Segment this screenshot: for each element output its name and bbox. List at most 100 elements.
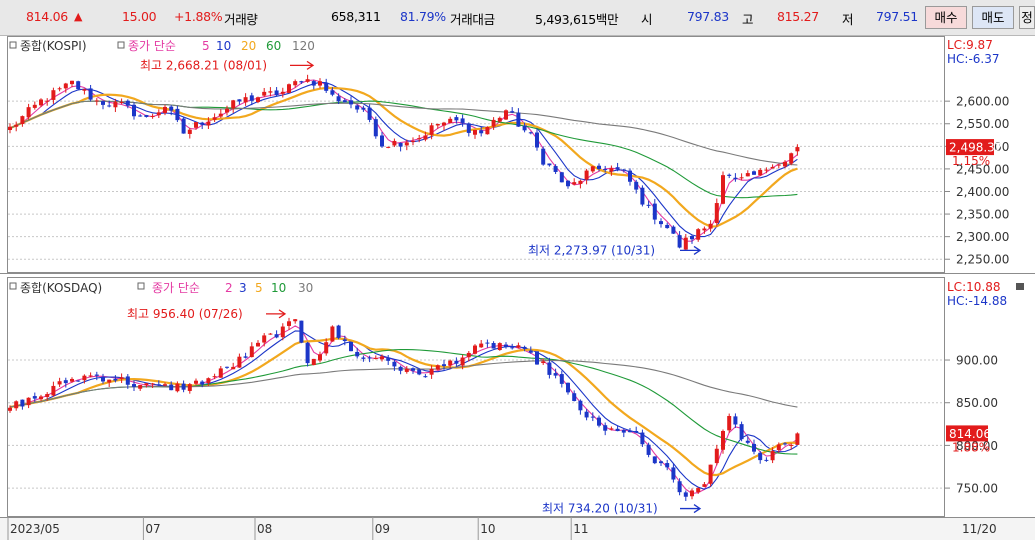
kosdaq-candle xyxy=(708,464,713,484)
kospi-candle xyxy=(690,236,694,240)
kospi-candle xyxy=(473,129,477,135)
kospi-y-ticks: 2,600.002,550.002,500.002,450.002,400.00… xyxy=(944,95,1009,267)
kosdaq-candle xyxy=(119,377,124,379)
kospi-candle xyxy=(733,177,738,180)
quote-toolbar: 814.06 ▲ 15.00 +1.88% 거래량 658,311 81.79%… xyxy=(0,0,1035,36)
kosdaq-candle xyxy=(156,384,161,386)
kospi-candle xyxy=(510,111,515,113)
kosdaq-candle xyxy=(88,375,93,377)
kospi-lc: LC:9.87 xyxy=(947,38,993,52)
kospi-candle xyxy=(541,148,546,165)
kosdaq-candle xyxy=(429,368,434,375)
up-arrow-icon: ▲ xyxy=(74,10,83,23)
kosdaq-candle xyxy=(404,368,409,372)
kospi-candle xyxy=(714,203,719,223)
kosdaq-candle xyxy=(311,358,316,366)
kospi-candle xyxy=(237,99,242,102)
kospi-candle xyxy=(504,110,508,120)
kospi-candle xyxy=(454,117,459,121)
kosdaq-candle xyxy=(181,383,186,390)
kosdaq-candle xyxy=(752,443,756,452)
kospi-candle xyxy=(590,166,595,172)
kospi-candle xyxy=(342,100,347,103)
kospi-last-pct: 1.15% xyxy=(952,154,990,168)
kospi-candle xyxy=(417,138,422,140)
open-label: 시 xyxy=(641,12,653,27)
kospi-candle xyxy=(764,169,769,171)
kospi-candle xyxy=(516,112,521,127)
kosdaq-hc: HC:-14.88 xyxy=(947,294,1007,308)
kosdaq-candle xyxy=(324,342,329,354)
kosdaq-candle xyxy=(652,456,657,464)
kosdaq-candle xyxy=(144,383,149,386)
kospi-ma-line-120 xyxy=(9,100,798,166)
kosdaq-candle xyxy=(423,376,428,378)
kospi-candle xyxy=(26,107,31,118)
kospi-candle xyxy=(88,88,93,100)
kosdaq-candle xyxy=(442,364,446,367)
kosdaq-candle xyxy=(628,430,632,433)
kosdaq-candle xyxy=(528,350,533,353)
kosdaq-y-tick-label: 850.00 xyxy=(956,396,998,410)
kospi-candle xyxy=(361,107,366,110)
kospi-candles xyxy=(8,74,800,251)
kosdaq-candle xyxy=(683,492,688,497)
kospi-candle xyxy=(225,108,229,113)
kospi-candle xyxy=(721,175,725,204)
kosdaq-candle xyxy=(590,416,595,418)
kosdaq-candle xyxy=(646,444,651,455)
kosdaq-candle xyxy=(349,341,353,352)
kosdaq-menu-icon[interactable] xyxy=(1016,283,1024,290)
kosdaq-candle xyxy=(150,383,155,385)
kospi-candle xyxy=(119,102,124,104)
kospi-candle xyxy=(299,81,304,83)
kosdaq-candle xyxy=(572,393,577,402)
kospi-candle xyxy=(249,95,254,101)
kospi-candle xyxy=(144,115,149,117)
kospi-y-tick-label: 2,300.00 xyxy=(956,230,1009,244)
kosdaq-candle xyxy=(566,382,570,393)
kospi-y-tick-label: 2,550.00 xyxy=(956,117,1009,131)
kosdaq-candle xyxy=(671,467,676,480)
kospi-candle xyxy=(14,124,19,127)
kospi-candle xyxy=(398,142,403,147)
kospi-candle xyxy=(485,127,490,135)
kospi-candle xyxy=(634,181,639,190)
sell-button[interactable]: 매도 xyxy=(972,6,1014,29)
kosdaq-candle xyxy=(8,407,12,411)
kospi-candle xyxy=(262,91,267,96)
kosdaq-low-annotation: 최저 734.20 (10/31) xyxy=(542,502,658,516)
kosdaq-candle xyxy=(51,385,56,396)
kospi-y-tick-label: 2,400.00 xyxy=(956,185,1009,199)
kosdaq-candle xyxy=(553,373,558,376)
x-axis-date-right: 11/20 xyxy=(962,522,997,536)
kosdaq-legend-box-icon xyxy=(9,282,17,290)
kosdaq-candle xyxy=(361,357,366,359)
kosdaq-candle xyxy=(634,430,639,433)
kosdaq-candle xyxy=(485,342,490,344)
kosdaq-candle xyxy=(473,345,477,354)
kosdaq-candle xyxy=(287,321,291,326)
kosdaq-candle xyxy=(504,344,508,347)
kospi-ma-20: 20 xyxy=(241,39,256,53)
kospi-candle xyxy=(603,169,608,171)
kospi-candle xyxy=(175,108,180,121)
kosdaq-candle xyxy=(212,376,217,378)
kosdaq-candle xyxy=(547,362,552,375)
extra-button[interactable]: 정 xyxy=(1019,6,1035,29)
kosdaq-candle xyxy=(330,326,335,342)
kosdaq-y-ticks: 900.00 850.00 800.00 750.00 xyxy=(944,354,998,496)
kosdaq-candle xyxy=(94,374,99,376)
kosdaq-candle xyxy=(249,346,254,358)
buy-button[interactable]: 매수 xyxy=(925,6,967,29)
kospi-candle xyxy=(150,116,155,118)
kospi-candle xyxy=(212,117,217,120)
kosdaq-candle xyxy=(417,369,422,375)
kosdaq-candle xyxy=(280,326,285,338)
kosdaq-candle xyxy=(578,400,583,411)
kospi-ma-120: 120 xyxy=(292,39,315,53)
kospi-candle xyxy=(138,115,143,117)
kosdaq-candle xyxy=(764,459,769,461)
x-axis-labels: 2023/05 07 08 09 10 11 xyxy=(7,517,588,540)
low-label: 저 xyxy=(842,12,854,27)
